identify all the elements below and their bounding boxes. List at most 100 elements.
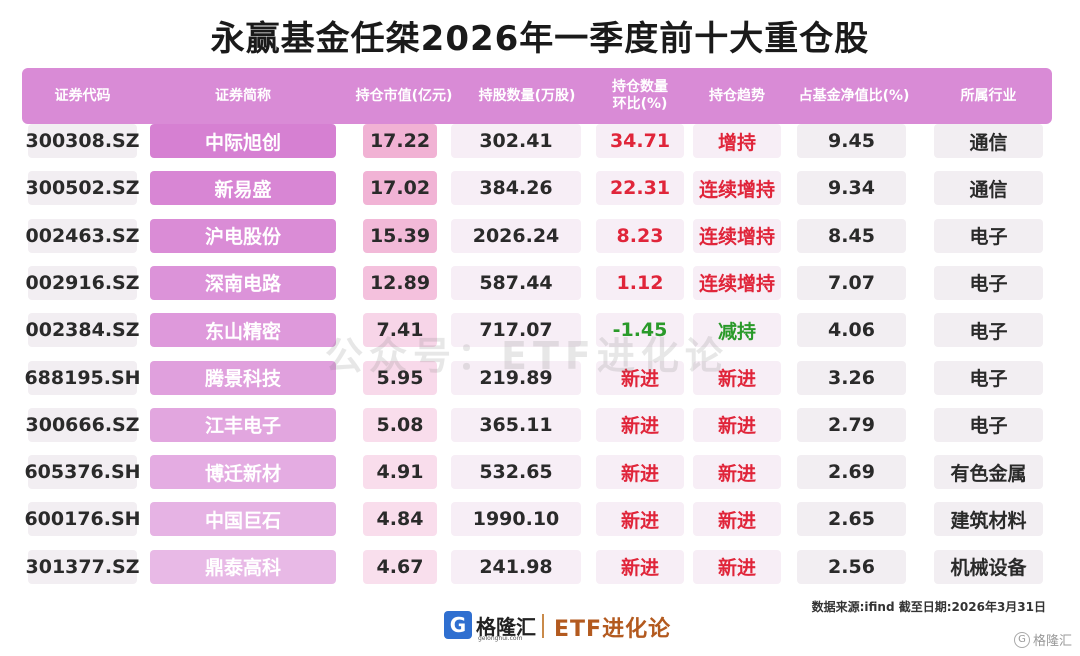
logo-text: 格隆汇 <box>476 615 536 639</box>
security-code: 300308.SZ <box>26 124 140 158</box>
footer-divider <box>542 614 544 638</box>
security-code: 600176.SH <box>24 502 141 537</box>
holding-change: 34.71 <box>596 124 684 158</box>
market-value: 15.39 <box>363 218 437 253</box>
corner-mark: G 格隆汇 <box>1013 630 1072 649</box>
share-quantity: 1990.10 <box>451 502 581 537</box>
nav-ratio: 8.45 <box>797 218 906 253</box>
security-name: 中际旭创 <box>150 124 336 158</box>
nav-ratio: 2.79 <box>797 407 906 442</box>
industry: 电子 <box>934 360 1043 395</box>
industry: 电子 <box>934 265 1043 300</box>
page-title: 永赢基金任桀2026年一季度前十大重仓股 <box>210 19 870 59</box>
security-code: 300666.SZ <box>26 407 140 442</box>
table-row: 002463.SZ 沪电股份 15.39 2026.24 8.23 连续增持 8.45 电子 <box>0 218 1080 259</box>
market-value: 4.91 <box>363 455 437 490</box>
market-value: 17.22 <box>363 124 437 158</box>
holding-change: -1.45 <box>596 313 684 348</box>
footer: G 格隆汇 gelonghui.com ETF进化论 <box>0 608 1080 644</box>
holding-trend: 新进 <box>693 360 781 395</box>
nav-ratio: 9.34 <box>797 171 906 206</box>
industry: 电子 <box>934 407 1043 442</box>
security-code: 002384.SZ <box>26 313 140 348</box>
industry: 建筑材料 <box>934 502 1043 537</box>
nav-ratio: 2.65 <box>797 502 906 537</box>
nav-ratio: 3.26 <box>797 360 906 395</box>
header-quantity: 持股数量(万股) <box>478 87 576 104</box>
header-change: 持仓数量 环比(%) <box>612 79 668 112</box>
security-name: 江丰电子 <box>150 407 336 442</box>
security-name: 新易盛 <box>150 171 336 206</box>
holding-change: 新进 <box>596 549 684 584</box>
industry: 通信 <box>934 171 1043 206</box>
holding-trend: 新进 <box>693 549 781 584</box>
security-code: 002463.SZ <box>26 218 140 253</box>
table-row: 605376.SH 博迁新材 4.91 532.65 新进 新进 2.69 有色金属 <box>0 455 1080 495</box>
watermark: 公众号：ETF进化论 <box>325 334 729 378</box>
nav-ratio: 2.69 <box>797 455 906 490</box>
holding-change: 新进 <box>596 407 684 442</box>
holding-trend: 连续增持 <box>693 218 781 253</box>
table-row: 301377.SZ 鼎泰高科 4.67 241.98 新进 新进 2.56 机械设备 <box>0 549 1080 590</box>
corner-mark-text: 格隆汇 <box>1032 634 1072 649</box>
table-header: 证券代码 证券简称 持仓市值(亿元) 持股数量(万股) 持仓数量 环比(%) 持… <box>22 68 1052 124</box>
holding-change: 新进 <box>596 360 684 395</box>
share-quantity: 587.44 <box>451 265 581 300</box>
holding-trend: 减持 <box>693 313 781 348</box>
table-row: 300666.SZ 江丰电子 5.08 365.11 新进 新进 2.79 电子 <box>0 407 1080 448</box>
holding-change: 新进 <box>596 455 684 490</box>
nav-ratio: 2.56 <box>797 549 906 584</box>
share-quantity: 384.26 <box>451 171 581 206</box>
market-value: 4.67 <box>363 549 437 584</box>
security-code: 002916.SZ <box>26 265 140 300</box>
header-market-value: 持仓市值(亿元) <box>355 87 453 104</box>
security-code: 301377.SZ <box>26 549 140 584</box>
share-quantity: 532.65 <box>451 455 581 490</box>
header-nav-ratio: 占基金净值比(%) <box>798 87 910 104</box>
security-name: 博迁新材 <box>150 455 336 490</box>
table-row: 300308.SZ 中际旭创 17.22 302.41 34.71 增持 9.45 通信 <box>0 124 1080 164</box>
industry: 机械设备 <box>934 549 1043 584</box>
holding-trend: 连续增持 <box>693 171 781 206</box>
share-quantity: 365.11 <box>451 407 581 442</box>
industry: 电子 <box>934 218 1043 253</box>
table-row: 002384.SZ 东山精密 7.41 717.07 -1.45 减持 4.06 电子 <box>0 313 1080 353</box>
data-source: 数据来源:ifind 截至日期:2026年3月31日 <box>811 600 1046 614</box>
nav-ratio: 7.07 <box>797 265 906 300</box>
nav-ratio: 9.45 <box>797 124 906 158</box>
market-value: 5.95 <box>363 360 437 395</box>
table-row: 600176.SH 中国巨石 4.84 1990.10 新进 新进 2.65 建筑材料 <box>0 502 1080 542</box>
gelonghui-logo-icon: G <box>444 611 472 639</box>
share-quantity: 302.41 <box>451 124 581 158</box>
holding-trend: 新进 <box>693 407 781 442</box>
security-name: 鼎泰高科 <box>150 549 336 584</box>
header-name: 证券简称 <box>215 87 271 104</box>
header-code: 证券代码 <box>54 87 111 104</box>
gelonghui-icon: G <box>1013 631 1030 648</box>
security-code: 605376.SH <box>24 455 141 490</box>
share-quantity: 2026.24 <box>451 218 581 253</box>
holding-trend: 新进 <box>693 502 781 537</box>
security-name: 深南电路 <box>150 265 336 300</box>
holding-change: 22.31 <box>596 171 684 206</box>
market-value: 17.02 <box>363 171 437 206</box>
share-quantity: 717.07 <box>451 313 581 348</box>
security-name: 中国巨石 <box>150 502 336 537</box>
market-value: 4.84 <box>363 502 437 537</box>
security-name: 腾景科技 <box>150 360 336 395</box>
industry: 通信 <box>934 124 1043 158</box>
market-value: 7.41 <box>363 313 437 348</box>
holding-trend: 增持 <box>693 124 781 158</box>
table-row: 688195.SH 腾景科技 5.95 219.89 新进 新进 3.26 电子 <box>0 360 1080 401</box>
header-industry: 所属行业 <box>960 87 1017 104</box>
market-value: 5.08 <box>363 407 437 442</box>
security-name: 东山精密 <box>150 313 336 348</box>
holding-trend: 新进 <box>693 455 781 490</box>
security-name: 沪电股份 <box>150 218 336 253</box>
header-trend: 持仓趋势 <box>709 87 765 104</box>
industry: 有色金属 <box>934 455 1043 490</box>
share-quantity: 241.98 <box>451 549 581 584</box>
logo-subtext: gelonghui.com <box>478 635 523 642</box>
security-code: 688195.SH <box>24 360 141 395</box>
holding-trend: 连续增持 <box>693 265 781 300</box>
